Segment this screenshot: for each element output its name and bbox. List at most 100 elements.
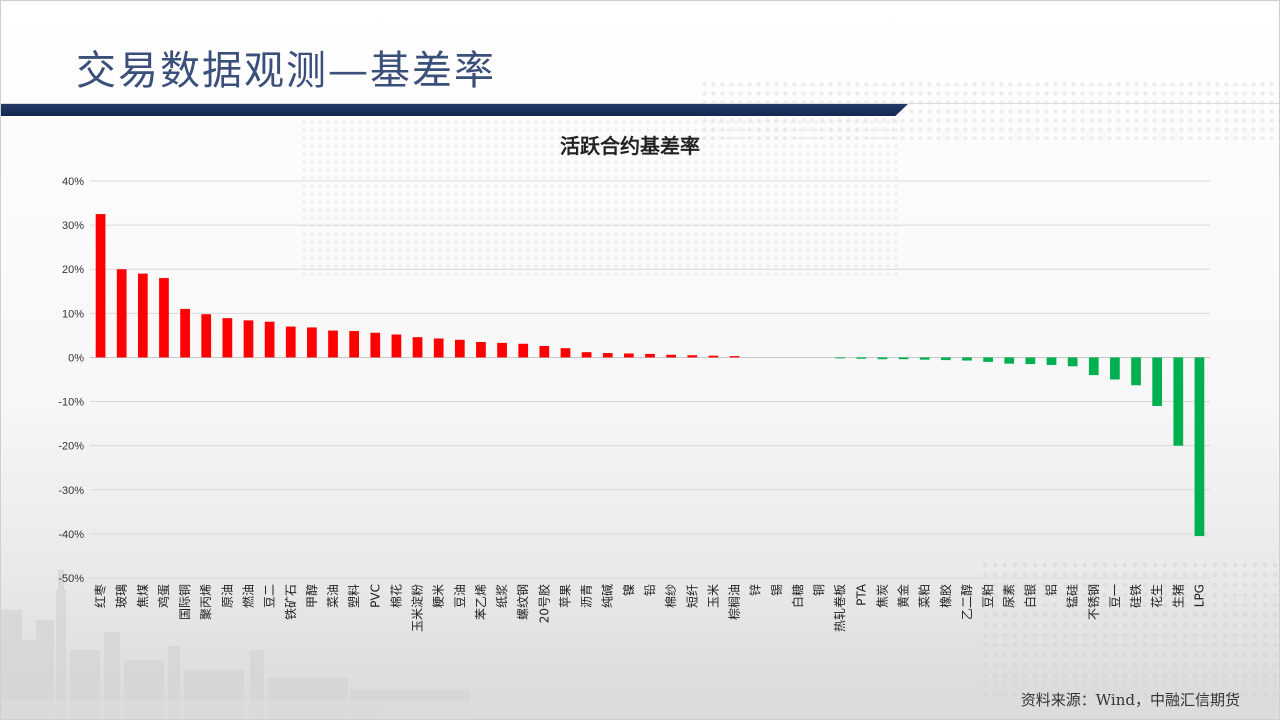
- x-category-label: 锌: [749, 584, 763, 596]
- x-category-label: 锡: [769, 584, 784, 596]
- bar: [581, 352, 592, 358]
- title-underline-bar: [0, 104, 908, 116]
- x-category-label: 尿素: [1002, 584, 1016, 608]
- y-tick-label: -50%: [58, 573, 84, 585]
- bar: [983, 357, 993, 362]
- x-category-label: 豆一: [1108, 584, 1122, 608]
- bar: [1046, 357, 1057, 365]
- x-category-label: 热轧卷板: [832, 584, 847, 632]
- x-category-label: 粳米: [432, 584, 446, 608]
- bar: [1067, 357, 1078, 367]
- x-category-label: 铝: [1044, 584, 1059, 596]
- bar: [201, 314, 212, 358]
- x-category-label: 橡胶: [938, 584, 953, 608]
- x-category-label: 原油: [220, 584, 234, 608]
- bar: [539, 345, 550, 358]
- x-category-label: PVC: [368, 584, 382, 608]
- x-category-label: 豆粕: [980, 584, 995, 608]
- bar: [370, 332, 381, 358]
- y-tick-label: 20%: [62, 264, 84, 276]
- page-title: 交易数据观测—基差率: [76, 48, 496, 94]
- bar: [412, 337, 423, 358]
- y-tick-label: 30%: [62, 220, 84, 232]
- x-category-label: 白银: [1022, 584, 1037, 608]
- x-category-label: 玻璃: [115, 584, 129, 608]
- x-category-label: 20号胶: [536, 584, 551, 623]
- x-category-label: 乙二醇: [959, 584, 974, 620]
- bar: [645, 353, 655, 358]
- bar: [919, 357, 930, 360]
- bar: [962, 357, 972, 361]
- bar: [624, 353, 634, 358]
- bar: [1131, 357, 1141, 386]
- bar: [391, 334, 402, 358]
- x-category-label: 甲醇: [304, 584, 319, 608]
- x-category-label: 白糖: [790, 584, 805, 608]
- bar: [1152, 357, 1163, 406]
- x-category-label: 纯碱: [601, 584, 615, 608]
- x-category-label: 镍: [622, 584, 636, 596]
- x-category-label: 短纤: [685, 584, 699, 608]
- background-dots-pattern-corner: [980, 560, 1280, 710]
- x-category-label: 国际铜: [177, 584, 192, 620]
- bar: [898, 357, 909, 360]
- bar: [180, 308, 190, 358]
- bar: [497, 342, 507, 358]
- bar: [116, 269, 127, 358]
- bar: [1110, 357, 1120, 380]
- city-skyline-decoration: [0, 570, 1280, 720]
- x-category-label: 苹果: [558, 584, 572, 608]
- bar: [433, 338, 444, 358]
- bar: [349, 330, 360, 358]
- y-tick-label: -10%: [58, 397, 84, 409]
- x-category-label: 苯乙烯: [474, 584, 488, 620]
- x-category-label: 锰硅: [1065, 584, 1080, 608]
- x-category-label: 铁矿石: [284, 584, 298, 620]
- bar: [518, 343, 529, 358]
- x-category-label: 生猪: [1171, 584, 1185, 608]
- header-divider-line: [0, 103, 1280, 104]
- x-category-label: 焦煤: [136, 584, 150, 608]
- x-category-label: 鸡蛋: [156, 584, 171, 608]
- bar: [159, 278, 169, 358]
- x-category-label: 菜油: [326, 584, 340, 608]
- bar: [328, 330, 338, 358]
- y-tick-label: 0%: [68, 352, 84, 364]
- bar: [285, 326, 296, 358]
- x-category-label: 焦炭: [875, 584, 889, 608]
- x-category-label: 棉花: [388, 584, 403, 608]
- y-tick-label: -20%: [58, 441, 84, 453]
- x-category-label: 花生: [1149, 584, 1164, 608]
- bar: [560, 348, 571, 358]
- bar: [877, 357, 888, 360]
- bar: [729, 356, 740, 358]
- bar: [454, 339, 465, 358]
- bar: [137, 273, 148, 358]
- x-category-label: 不锈钢: [1087, 584, 1101, 620]
- x-category-label: 螺纹钢: [516, 584, 530, 620]
- y-tick-label: 10%: [62, 308, 84, 320]
- bar: [243, 320, 254, 358]
- bar: [856, 357, 867, 359]
- x-category-label: 沥青: [580, 584, 594, 608]
- bar: [687, 355, 698, 358]
- y-tick-label: -30%: [58, 485, 84, 497]
- y-tick-label: 40%: [62, 176, 84, 188]
- bar: [835, 357, 846, 359]
- chart-title: 活跃合约基差率: [560, 134, 700, 158]
- bar: [1004, 357, 1015, 364]
- x-category-label: 铅: [643, 584, 657, 596]
- x-category-label: 玉米淀粉: [411, 584, 425, 632]
- bar: [1025, 357, 1036, 365]
- x-category-label: PTA: [854, 583, 868, 606]
- bar: [708, 355, 719, 358]
- x-category-label: 纸浆: [494, 584, 509, 608]
- x-category-label: 豆油: [453, 584, 467, 608]
- x-category-label: 燃油: [240, 584, 255, 608]
- x-category-label: 黄金: [896, 584, 911, 608]
- bar: [476, 342, 486, 358]
- bar: [666, 354, 676, 358]
- bar: [307, 327, 317, 358]
- bar: [1173, 357, 1184, 446]
